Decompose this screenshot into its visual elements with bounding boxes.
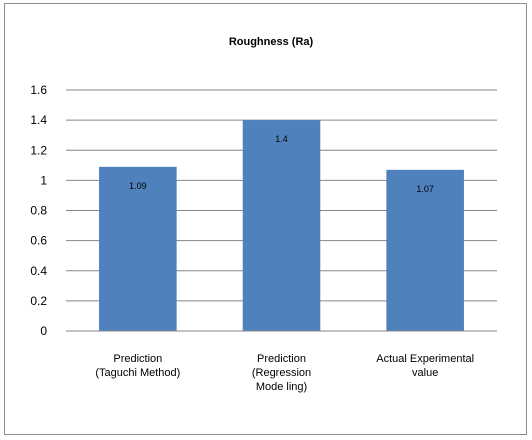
y-tick-label: 0.8 [30, 204, 47, 218]
x-category-label: (Regression [252, 367, 311, 379]
y-tick-label: 1 [40, 173, 47, 187]
y-tick-label: 1.6 [30, 83, 47, 97]
y-tick-label: 0 [40, 324, 47, 338]
data-labels: 1.09 1.4 1.07 [129, 134, 434, 194]
chart-title: Roughness (Ra) [229, 36, 314, 48]
bar-data-label: 1.07 [416, 184, 434, 194]
y-axis-ticks: 0 0.2 0.4 0.6 0.8 1 1.2 1.4 1.6 [30, 83, 47, 338]
x-category-label: Actual Experimental [376, 353, 474, 365]
y-tick-label: 1.4 [30, 113, 47, 127]
x-category-label: value [412, 367, 438, 379]
y-tick-label: 0.6 [30, 234, 47, 248]
x-category-label: Prediction [113, 353, 162, 365]
bars [99, 120, 464, 331]
x-category-label: (Taguchi Method) [95, 367, 180, 379]
x-category-label: Prediction [257, 353, 306, 365]
bar [99, 166, 177, 331]
bar-data-label: 1.4 [275, 134, 288, 144]
x-category-label: Mode ling) [256, 381, 307, 393]
bar [386, 169, 464, 331]
bar-data-label: 1.09 [129, 181, 147, 191]
y-tick-label: 0.4 [30, 264, 47, 278]
y-tick-label: 1.2 [30, 143, 47, 157]
x-axis-labels: Prediction (Taguchi Method) Prediction (Reg… [95, 353, 474, 393]
bar [242, 120, 321, 331]
y-tick-label: 0.2 [30, 294, 47, 308]
